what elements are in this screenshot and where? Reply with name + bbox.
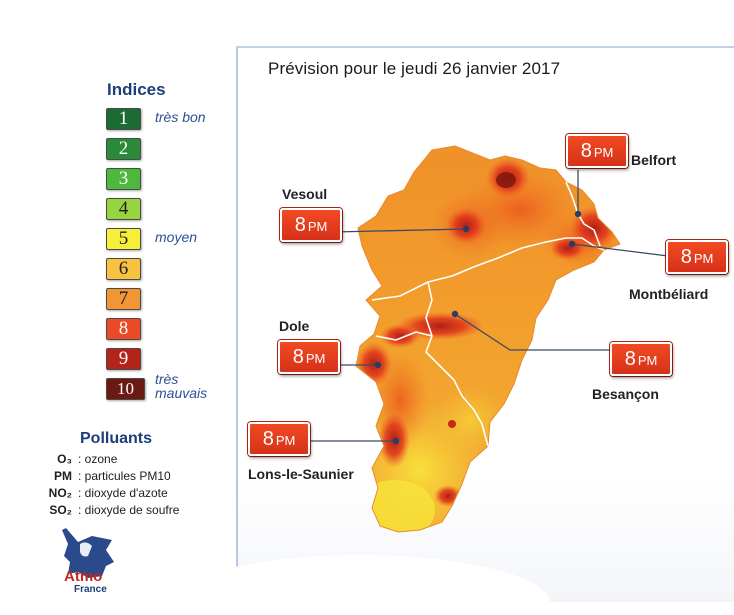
besancon-marker bbox=[451, 310, 459, 318]
city-vesoul: Vesoul bbox=[282, 186, 328, 202]
legend-swatch: 7 bbox=[106, 288, 141, 310]
pollutant-desc: : dioxyde de soufre bbox=[78, 503, 180, 517]
legend-item: 8 bbox=[106, 318, 246, 342]
city-dole: Dole bbox=[279, 318, 310, 334]
legend-label: très mauvais bbox=[155, 371, 208, 401]
legend-item: 9 bbox=[106, 348, 246, 372]
legend-item: 4 bbox=[106, 198, 246, 222]
legend-item: 2 bbox=[106, 138, 246, 162]
legend-item: 10 très mauvais bbox=[106, 372, 246, 410]
badge-lons-le-saunier: 8 PM bbox=[248, 422, 310, 456]
legend-swatch: 10 bbox=[106, 378, 145, 400]
legend-swatch: 1 bbox=[106, 108, 141, 130]
logo-brand: Atmo bbox=[64, 568, 103, 585]
pollutant-desc: : particules PM10 bbox=[78, 469, 171, 483]
legend-swatch: 3 bbox=[106, 168, 141, 190]
pollutant-row: PM : particules PM10 bbox=[0, 469, 230, 485]
badge-besancon: 8 PM bbox=[610, 342, 672, 376]
legend-item: 5 moyen bbox=[106, 228, 246, 252]
montbeliard-marker bbox=[568, 240, 576, 248]
legend-label: très bon bbox=[155, 109, 206, 125]
pollutant-row: SO₂ : dioxyde de soufre bbox=[0, 503, 230, 519]
legend-item: 6 bbox=[106, 258, 246, 282]
legend-swatch: 5 bbox=[106, 228, 141, 250]
dole-marker bbox=[374, 361, 382, 369]
page-title: Prévision pour le jeudi 26 janvier 2017 bbox=[268, 59, 561, 78]
legend-item: 7 bbox=[106, 288, 246, 312]
pollutant-code: PM bbox=[54, 469, 72, 483]
city-lons-le-saunier: Lons-le-Saunier bbox=[248, 466, 354, 482]
legend-swatch: 6 bbox=[106, 258, 141, 280]
logo-sub: France bbox=[74, 584, 107, 595]
city-montbeliard: Montbéliard bbox=[629, 286, 709, 302]
legend-swatch: 8 bbox=[106, 318, 141, 340]
pollutant-row: NO₂ : dioxyde d'azote bbox=[0, 486, 230, 502]
vesoul-marker bbox=[462, 225, 470, 233]
lons-le-saunier-marker bbox=[392, 437, 400, 445]
pollutant-desc: : dioxyde d'azote bbox=[78, 486, 168, 500]
badge-montbeliard: 8 PM bbox=[666, 240, 728, 274]
legend-swatch: 4 bbox=[106, 198, 141, 220]
legend-item: 3 bbox=[106, 168, 246, 192]
legend-title: Indices bbox=[107, 80, 166, 99]
france-map-icon bbox=[62, 528, 114, 578]
legend-swatch: 2 bbox=[106, 138, 141, 160]
pollutant-code: NO₂ bbox=[48, 486, 72, 500]
region-map bbox=[302, 145, 669, 533]
legend-swatch: 9 bbox=[106, 348, 141, 370]
pollutant-code: O₃ bbox=[57, 452, 72, 466]
city-besancon: Besançon bbox=[592, 386, 659, 402]
pollutant-code: SO₂ bbox=[49, 503, 72, 517]
badge-vesoul: 8 PM bbox=[280, 208, 342, 242]
badge-belfort: 8 PM bbox=[566, 134, 628, 168]
pollutants-title: Polluants bbox=[80, 430, 153, 447]
badge-dole: 8 PM bbox=[278, 340, 340, 374]
legend-label: moyen bbox=[155, 229, 198, 245]
pollutant-desc: : ozone bbox=[78, 452, 118, 466]
legend-item: 1 très bon bbox=[106, 108, 246, 132]
pollutant-row: O₃ : ozone bbox=[0, 452, 230, 468]
city-belfort: Belfort bbox=[631, 152, 677, 168]
belfort-marker bbox=[574, 210, 582, 218]
